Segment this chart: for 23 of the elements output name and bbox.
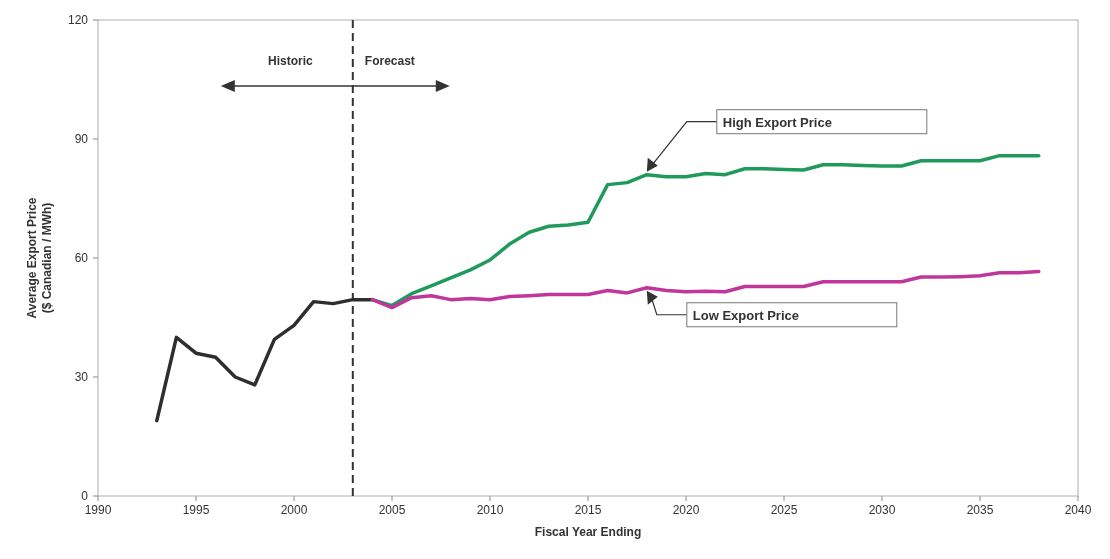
- x-tick-label: 2040: [1064, 503, 1092, 517]
- x-tick-label: 1995: [182, 503, 210, 517]
- x-tick-label: 2005: [378, 503, 406, 517]
- x-axis-title: Fiscal Year Ending: [534, 525, 642, 539]
- series-label: Low Export Price: [692, 307, 799, 323]
- x-tick-label: 2035: [966, 503, 994, 517]
- text: High Export Price: [722, 114, 832, 130]
- line-series: [370, 269, 1041, 310]
- y-tick-label: 0: [81, 489, 89, 503]
- y-tick-label: 90: [74, 132, 89, 146]
- x-tick-label: 2000: [280, 503, 308, 517]
- x-tick-label: 2025: [770, 503, 798, 517]
- x-tick-label: 1990: [84, 503, 112, 517]
- x-tick-label: 2020: [672, 503, 700, 517]
- x-tick-label: 2015: [574, 503, 602, 517]
- x-tick-label: 2030: [868, 503, 896, 517]
- x-tick-label: 2010: [476, 503, 504, 517]
- y-tick-label: 60: [74, 251, 89, 265]
- y-axis-title: Average Export Price ($ Canadian / MWh): [25, 197, 54, 319]
- y-tick-label: 120: [67, 13, 89, 27]
- annotation: Forecast: [364, 54, 415, 68]
- y-tick-label: 30: [74, 370, 89, 384]
- annotation: Historic: [268, 54, 314, 68]
